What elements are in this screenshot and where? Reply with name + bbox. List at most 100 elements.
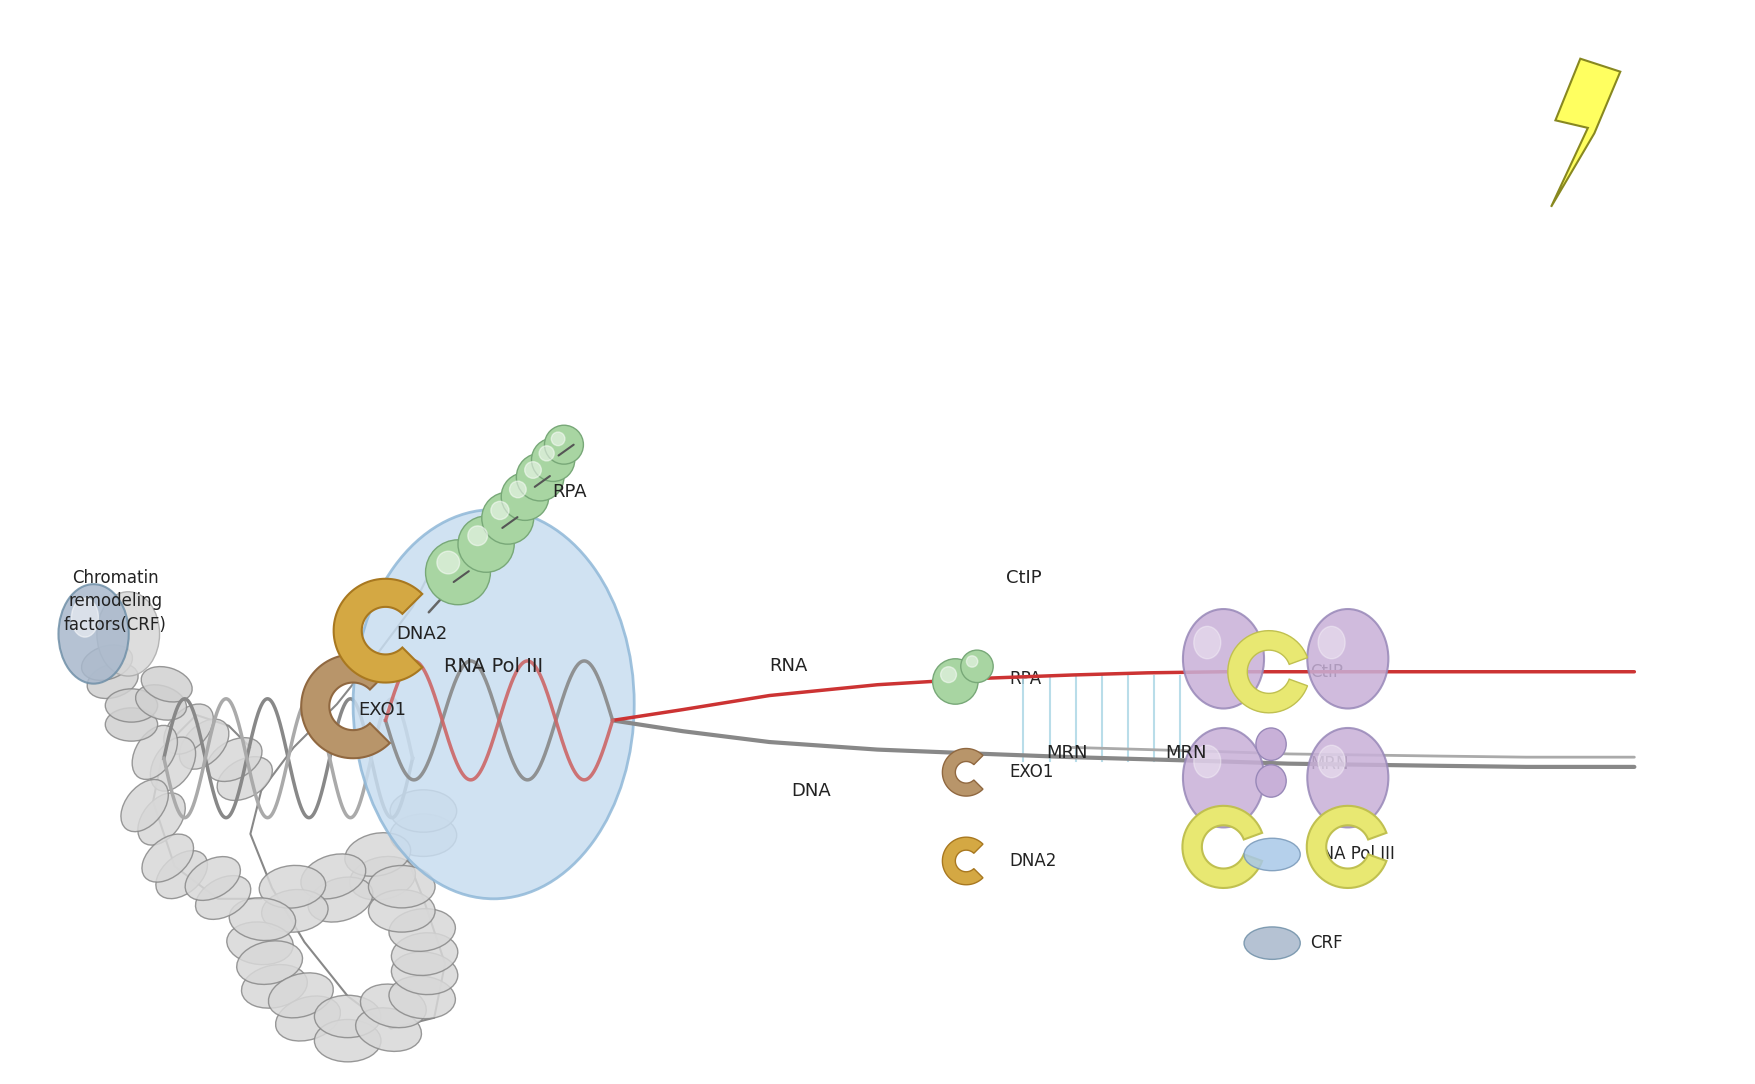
Text: RPA: RPA — [553, 482, 586, 501]
Ellipse shape — [195, 876, 251, 919]
Ellipse shape — [179, 719, 228, 770]
Circle shape — [425, 540, 490, 605]
Ellipse shape — [276, 996, 340, 1041]
Ellipse shape — [390, 790, 456, 833]
Circle shape — [483, 492, 534, 544]
Circle shape — [469, 526, 488, 545]
Text: EXO1: EXO1 — [1009, 763, 1053, 782]
Ellipse shape — [360, 984, 426, 1028]
Circle shape — [532, 438, 574, 481]
Polygon shape — [1183, 805, 1262, 888]
Ellipse shape — [1183, 609, 1264, 709]
Ellipse shape — [226, 922, 293, 965]
Circle shape — [967, 656, 978, 667]
Circle shape — [539, 446, 555, 461]
Ellipse shape — [1307, 609, 1388, 709]
Circle shape — [458, 516, 514, 572]
Ellipse shape — [353, 509, 634, 899]
Text: MRN: MRN — [1046, 744, 1088, 762]
Circle shape — [551, 433, 565, 446]
Ellipse shape — [121, 779, 168, 831]
Ellipse shape — [391, 952, 458, 995]
Ellipse shape — [72, 598, 98, 637]
Ellipse shape — [184, 856, 240, 901]
Ellipse shape — [1257, 764, 1286, 797]
Ellipse shape — [261, 890, 328, 932]
Ellipse shape — [390, 814, 456, 856]
Ellipse shape — [97, 592, 160, 676]
Ellipse shape — [349, 856, 416, 900]
Ellipse shape — [207, 738, 261, 782]
Ellipse shape — [135, 685, 186, 720]
Ellipse shape — [132, 725, 177, 779]
Polygon shape — [333, 579, 423, 683]
Ellipse shape — [242, 965, 307, 1008]
Ellipse shape — [260, 865, 326, 908]
Polygon shape — [942, 837, 983, 885]
Ellipse shape — [105, 708, 158, 741]
Ellipse shape — [391, 932, 458, 976]
Text: Chromatin
remodeling
factors(CRF): Chromatin remodeling factors(CRF) — [63, 569, 167, 634]
Ellipse shape — [300, 854, 365, 899]
Polygon shape — [1228, 631, 1307, 713]
Ellipse shape — [1244, 838, 1300, 870]
Ellipse shape — [314, 995, 381, 1037]
Ellipse shape — [1193, 627, 1221, 659]
Ellipse shape — [309, 877, 372, 922]
Text: RNA: RNA — [769, 657, 807, 675]
Ellipse shape — [163, 704, 214, 754]
Ellipse shape — [58, 584, 128, 684]
Ellipse shape — [88, 663, 139, 698]
Ellipse shape — [1244, 927, 1300, 959]
Ellipse shape — [1193, 746, 1221, 777]
Ellipse shape — [1318, 627, 1344, 659]
Ellipse shape — [218, 757, 272, 800]
Polygon shape — [302, 655, 390, 758]
Ellipse shape — [390, 908, 455, 952]
Ellipse shape — [369, 865, 435, 908]
Ellipse shape — [390, 976, 455, 1019]
Circle shape — [960, 650, 993, 683]
Text: DNA2: DNA2 — [397, 624, 448, 643]
Text: MRN: MRN — [1165, 744, 1206, 762]
Polygon shape — [1307, 805, 1386, 888]
Text: CtIP: CtIP — [1309, 662, 1343, 681]
Ellipse shape — [356, 1008, 421, 1051]
Ellipse shape — [139, 792, 186, 846]
Ellipse shape — [237, 941, 302, 984]
Ellipse shape — [344, 833, 411, 876]
Ellipse shape — [230, 898, 295, 941]
Circle shape — [932, 659, 978, 705]
Polygon shape — [1551, 59, 1620, 207]
Ellipse shape — [156, 851, 207, 899]
Text: RPA: RPA — [1009, 670, 1041, 688]
Ellipse shape — [1257, 728, 1286, 760]
Text: DNA2: DNA2 — [1009, 852, 1057, 870]
Circle shape — [544, 425, 583, 464]
Circle shape — [491, 501, 509, 519]
Ellipse shape — [314, 1019, 381, 1062]
Ellipse shape — [142, 834, 193, 882]
Circle shape — [941, 667, 956, 683]
Circle shape — [509, 481, 526, 498]
Text: MRN: MRN — [1309, 754, 1348, 773]
Circle shape — [437, 551, 460, 573]
Text: EXO1: EXO1 — [358, 700, 407, 719]
Text: DNA: DNA — [792, 782, 830, 800]
Ellipse shape — [1183, 728, 1264, 827]
Circle shape — [502, 473, 549, 520]
Text: CtIP: CtIP — [1006, 569, 1041, 588]
Ellipse shape — [1318, 746, 1344, 777]
Ellipse shape — [269, 972, 333, 1018]
Text: CRF: CRF — [1309, 934, 1343, 952]
Text: RNA Pol III: RNA Pol III — [1309, 846, 1395, 864]
Ellipse shape — [105, 688, 158, 722]
Polygon shape — [942, 749, 983, 796]
Ellipse shape — [81, 645, 132, 681]
Circle shape — [516, 453, 563, 501]
Text: RNA Pol III: RNA Pol III — [444, 657, 544, 675]
Ellipse shape — [151, 737, 195, 791]
Circle shape — [525, 462, 541, 478]
Ellipse shape — [1307, 728, 1388, 827]
Ellipse shape — [369, 890, 435, 932]
